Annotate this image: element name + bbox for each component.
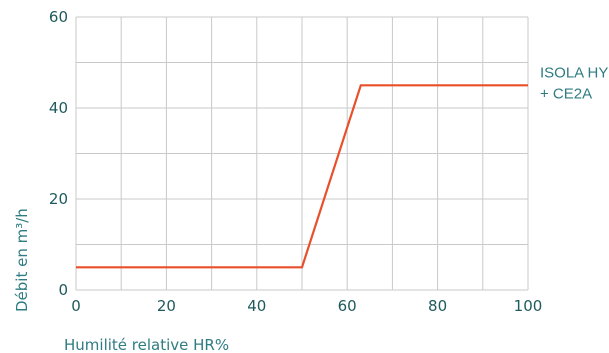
- tick-labels: 0 20 40 60 80 100 0 20 40 60: [49, 8, 542, 315]
- y-tick-label: 0: [58, 281, 68, 299]
- x-tick-label: 20: [157, 297, 176, 315]
- x-tick-label: 60: [338, 297, 357, 315]
- series-layer: [76, 84, 528, 269]
- series-label: ISOLA HY + CE2A: [540, 64, 608, 102]
- series-line: [76, 84, 528, 269]
- x-tick-label: 40: [247, 297, 266, 315]
- x-axis-label: Humilité relative HR%: [64, 336, 229, 353]
- y-tick-label: 40: [49, 99, 68, 117]
- x-tick-label: 80: [428, 297, 447, 315]
- y-tick-label: 20: [49, 190, 68, 208]
- y-tick-label: 60: [49, 8, 68, 26]
- series-label-line: ISOLA HY: [540, 64, 608, 81]
- series-label-line: + CE2A: [540, 85, 592, 102]
- x-tick-label: 0: [71, 297, 81, 315]
- grid: [75, 16, 529, 291]
- y-axis-label: Débit en m³/h: [13, 208, 31, 312]
- x-tick-label: 100: [514, 297, 543, 315]
